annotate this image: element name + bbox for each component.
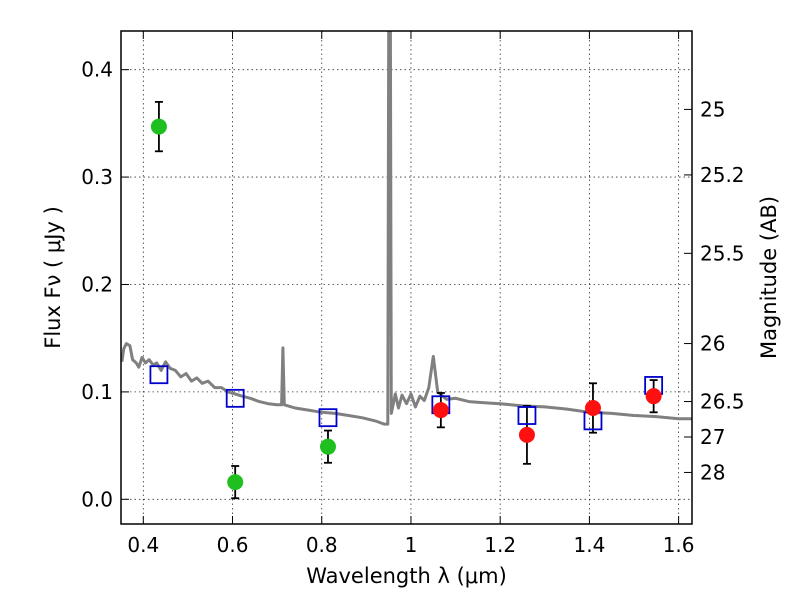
x-axis-label: Wavelength λ (μm) bbox=[306, 564, 507, 588]
model-photometry-square bbox=[225, 388, 245, 408]
template-spectrum-line bbox=[121, 31, 692, 426]
right-y-axis-label: Magnitude (AB) bbox=[757, 196, 781, 359]
model-photometry-square bbox=[318, 408, 338, 428]
x-tick-label: 0.8 bbox=[306, 533, 338, 557]
right-tick-label: 26.5 bbox=[700, 390, 745, 414]
x-tick-label: 0.4 bbox=[127, 533, 159, 557]
right-tick-label: 26 bbox=[700, 332, 725, 356]
data-point bbox=[227, 474, 244, 491]
y-tick-label: 0.3 bbox=[81, 165, 113, 189]
y-tick-label: 0.2 bbox=[81, 272, 113, 296]
x-tick-label: 0.6 bbox=[217, 533, 249, 557]
right-tick-label: 28 bbox=[700, 460, 725, 484]
y-tick-label: 0.1 bbox=[81, 380, 113, 404]
data-point bbox=[432, 402, 449, 419]
x-tick-label: 1.2 bbox=[484, 533, 516, 557]
x-tick-label: 1.4 bbox=[573, 533, 605, 557]
data-point bbox=[319, 438, 336, 455]
data-point bbox=[150, 118, 167, 135]
grid bbox=[121, 31, 692, 524]
plot-area bbox=[121, 31, 692, 500]
model-photometry-square bbox=[149, 365, 169, 385]
data-point bbox=[584, 400, 601, 416]
x-tick-label: 1.6 bbox=[663, 533, 695, 557]
data-point bbox=[645, 388, 662, 405]
x-tick-label: 1 bbox=[405, 533, 418, 557]
axis-ticks: 0.4 0.6 0.8 1 1.2 1.4 1.6 0.0 0.1 0.2 0.3 0.4 25 25.2… bbox=[81, 31, 745, 557]
plot-frame bbox=[120, 30, 693, 525]
right-tick-label: 25.2 bbox=[700, 163, 745, 187]
model-photometry-square bbox=[517, 406, 537, 425]
data-point bbox=[518, 426, 535, 443]
right-tick-label: 25.5 bbox=[700, 241, 745, 265]
y-tick-label: 0.4 bbox=[81, 58, 113, 82]
y-axis-label: Flux Fν ( μJy ) bbox=[41, 206, 65, 349]
right-tick-label: 25 bbox=[700, 97, 725, 121]
y-tick-label: 0.0 bbox=[81, 487, 113, 511]
right-tick-label: 27 bbox=[700, 425, 725, 449]
